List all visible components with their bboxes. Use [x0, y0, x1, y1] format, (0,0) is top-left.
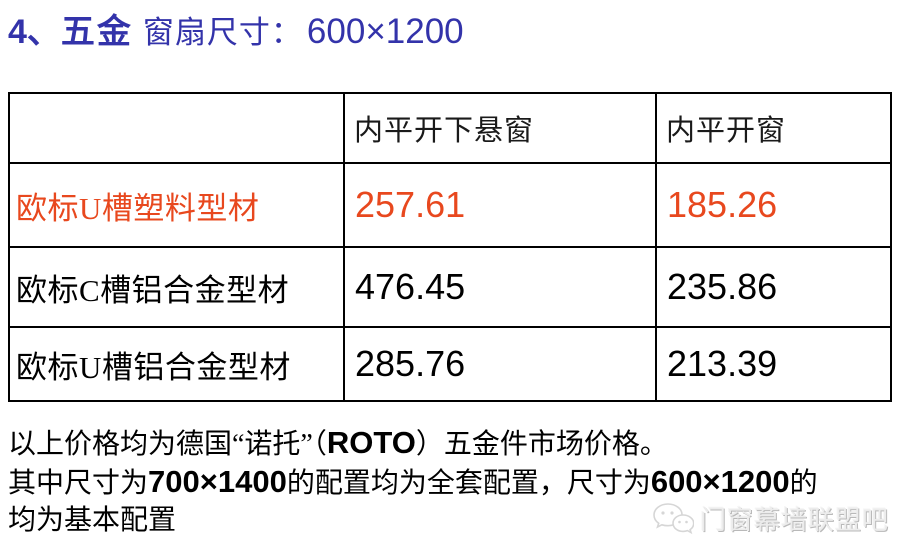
table-row-eu-u-groove-aluminum: 欧标U槽铝合金型材 285.76 213.39: [8, 326, 892, 402]
title-topic: 五金: [60, 14, 133, 51]
header-cell-empty: [8, 92, 345, 164]
price-cell: 285.76: [343, 326, 657, 402]
note-line-3: 均为基本配置: [8, 505, 177, 536]
price-cell: 185.26: [655, 162, 892, 248]
price-cell: 213.39: [655, 326, 892, 402]
watermark-label: 门窗幕墙联盟吧: [699, 506, 889, 535]
row-label: 欧标C槽铝合金型材: [8, 246, 345, 328]
header-cell-turn-window: 内平开窗: [655, 92, 892, 164]
hardware-price-table: 内平开下悬窗 内平开窗 欧标U槽塑料型材 257.61 185.26 欧标C槽铝…: [8, 92, 892, 402]
price-cell: 235.86: [655, 246, 892, 328]
title-dimensions: 600×1200: [306, 12, 464, 51]
title-subtitle: 窗扇尺寸：: [142, 15, 303, 50]
header-cell-tilt-turn-window: 内平开下悬窗: [343, 92, 657, 164]
note-line-2: 其中尺寸为700×1400的配置均为全套配置，尺寸为600×1200的: [8, 464, 818, 499]
row-label: 欧标U槽铝合金型材: [8, 326, 345, 402]
price-cell: 476.45: [343, 246, 657, 328]
price-cell: 257.61: [343, 162, 657, 248]
watermark: 门窗幕墙联盟吧: [652, 500, 889, 537]
page-title: 4、五金 窗扇尺寸： 600×1200: [8, 4, 464, 53]
table-header-row: 内平开下悬窗 内平开窗: [8, 92, 892, 164]
title-section-number: 4、: [8, 13, 61, 51]
price-note-paragraph: 以上价格均为德国“诺托”（ROTO）五金件市场价格。 其中尺寸为700×1400…: [8, 424, 888, 539]
wechat-chat-bubbles-icon: [652, 502, 694, 536]
table-row-eu-u-groove-plastic: 欧标U槽塑料型材 257.61 185.26: [8, 162, 892, 248]
note-line-1: 以上价格均为德国“诺托”（ROTO）五金件市场价格。: [8, 425, 668, 460]
row-label: 欧标U槽塑料型材: [8, 162, 345, 248]
table-row-eu-c-groove-aluminum: 欧标C槽铝合金型材 476.45 235.86: [8, 246, 892, 328]
